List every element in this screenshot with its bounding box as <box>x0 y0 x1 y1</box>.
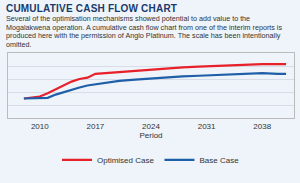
svg-text:Period: Period <box>139 131 162 140</box>
svg-text:Base Case: Base Case <box>199 156 239 165</box>
svg-text:2031: 2031 <box>198 122 216 131</box>
svg-text:2017: 2017 <box>86 122 104 131</box>
html-text:CUMULATIVE CASH FLOW CHART: CUMULATIVE CASH FLOW CHART <box>6 3 178 14</box>
html-text:Several of the optimisation me: Several of the optimisation mechanisms s… <box>6 14 283 49</box>
svg-text:2038: 2038 <box>253 122 271 131</box>
svg-text:2010: 2010 <box>31 122 49 131</box>
svg-text:Optimised Case: Optimised Case <box>97 156 154 165</box>
svg-text:2024: 2024 <box>142 122 160 131</box>
